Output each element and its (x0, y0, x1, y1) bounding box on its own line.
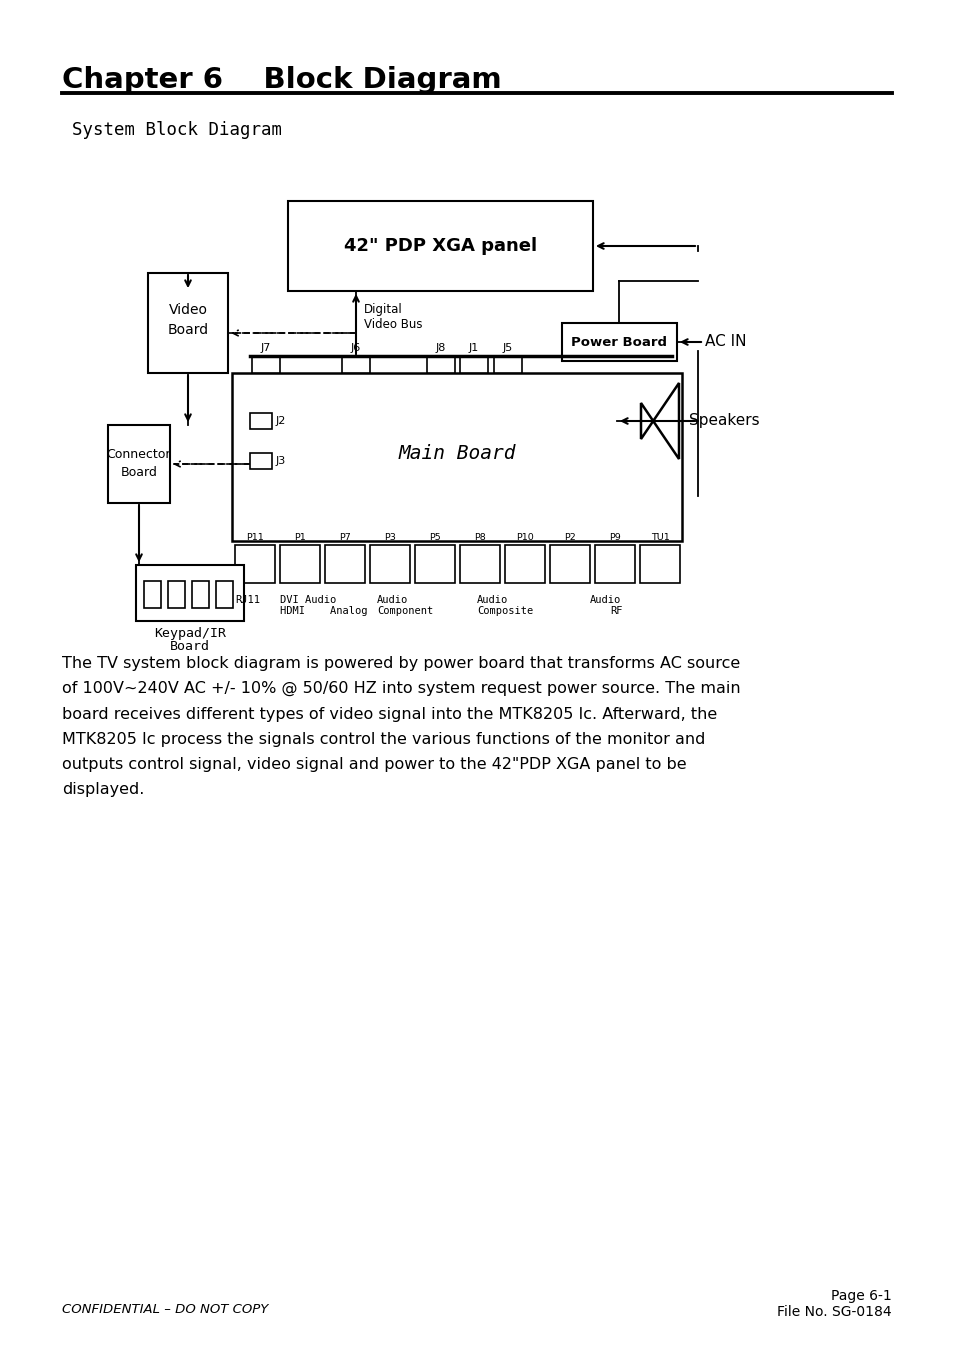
Text: J3: J3 (275, 457, 286, 466)
Bar (168, 581, 185, 608)
Bar (504, 544, 544, 584)
Text: Main Board: Main Board (397, 444, 516, 463)
Text: P9: P9 (608, 534, 620, 542)
Text: Board: Board (170, 640, 210, 653)
Bar (136, 565, 244, 621)
Bar (288, 201, 593, 290)
Text: P11: P11 (246, 534, 264, 542)
Text: RF: RF (609, 607, 622, 616)
Bar (192, 581, 209, 608)
Bar (280, 544, 319, 584)
Text: P8: P8 (474, 534, 485, 542)
Text: P10: P10 (516, 534, 534, 542)
Text: J1: J1 (468, 343, 478, 353)
Text: Video
Board: Video Board (168, 303, 209, 336)
Text: RJ11: RJ11 (234, 594, 260, 605)
Bar (415, 544, 455, 584)
Bar (341, 357, 370, 373)
Bar (639, 544, 679, 584)
Text: Component: Component (376, 607, 433, 616)
Bar (494, 357, 521, 373)
Text: Composite: Composite (476, 607, 533, 616)
Bar (234, 544, 274, 584)
Bar (250, 453, 272, 469)
Text: J5: J5 (502, 343, 513, 353)
Bar (427, 357, 455, 373)
Bar (370, 544, 410, 584)
Bar (252, 357, 280, 373)
Bar (148, 273, 228, 373)
Text: Digital
Video Bus: Digital Video Bus (364, 303, 422, 331)
Bar (108, 426, 170, 503)
Text: Power Board: Power Board (571, 335, 667, 349)
Text: 42" PDP XGA panel: 42" PDP XGA panel (344, 236, 537, 255)
Text: System Block Diagram: System Block Diagram (71, 122, 282, 139)
Text: J7: J7 (260, 343, 271, 353)
Bar (459, 544, 499, 584)
Bar (459, 357, 488, 373)
Text: Audio: Audio (589, 594, 620, 605)
Bar (144, 581, 161, 608)
Bar (617, 403, 640, 439)
Text: AC IN: AC IN (704, 335, 745, 350)
Bar (561, 323, 677, 361)
Text: P5: P5 (429, 534, 440, 542)
Bar (215, 581, 233, 608)
Bar (232, 373, 681, 540)
Bar (250, 413, 272, 430)
Text: P3: P3 (384, 534, 395, 542)
Bar (595, 544, 635, 584)
Text: P2: P2 (563, 534, 576, 542)
Text: J6: J6 (351, 343, 361, 353)
Text: P7: P7 (338, 534, 351, 542)
Text: The TV system block diagram is powered by power board that transforms AC source
: The TV system block diagram is powered b… (62, 657, 740, 797)
Text: File No. SG-0184: File No. SG-0184 (777, 1305, 891, 1319)
Text: HDMI    Analog: HDMI Analog (280, 607, 367, 616)
Bar (550, 544, 589, 584)
Text: J2: J2 (275, 416, 286, 426)
Text: DVI Audio: DVI Audio (280, 594, 335, 605)
Text: TU1: TU1 (650, 534, 669, 542)
Text: P1: P1 (294, 534, 306, 542)
Text: J8: J8 (436, 343, 446, 353)
Text: Audio: Audio (376, 594, 408, 605)
Text: Page 6-1: Page 6-1 (830, 1289, 891, 1302)
Text: Speakers: Speakers (688, 413, 759, 428)
Text: Chapter 6    Block Diagram: Chapter 6 Block Diagram (62, 66, 501, 95)
Bar (325, 544, 365, 584)
Text: Audio: Audio (476, 594, 508, 605)
Text: Keypad/IR: Keypad/IR (153, 627, 226, 640)
Text: Connector
Board: Connector Board (107, 449, 172, 480)
Text: CONFIDENTIAL – DO NOT COPY: CONFIDENTIAL – DO NOT COPY (62, 1302, 268, 1316)
